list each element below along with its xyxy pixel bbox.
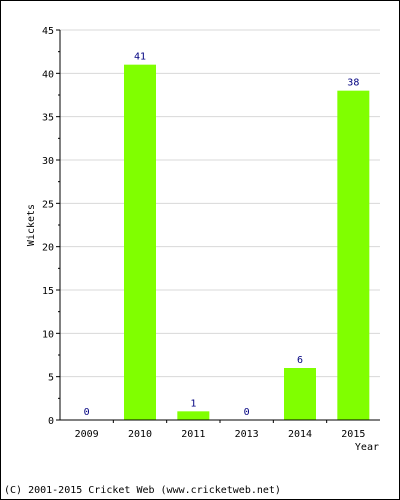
data-label-2014: 6	[297, 355, 303, 366]
y-tick-label: 25	[42, 199, 54, 210]
y-tick-label: 40	[42, 69, 54, 80]
bar-2010	[124, 64, 156, 421]
y-axis-label: Wickets	[26, 204, 37, 246]
data-label-2009: 0	[84, 407, 90, 418]
data-label-2010: 41	[134, 52, 146, 63]
x-tick-label: 2010	[128, 429, 152, 440]
data-label-2011: 1	[190, 398, 196, 409]
data-label-2015: 38	[347, 78, 359, 89]
x-tick-label: 2011	[181, 429, 205, 440]
axes	[56, 29, 380, 423]
y-tick-label: 30	[42, 156, 54, 167]
y-tick-label: 0	[48, 416, 54, 427]
x-tick-label: 2014	[288, 429, 312, 440]
gridlines	[60, 29, 380, 378]
data-label-2013: 0	[244, 407, 250, 418]
x-tick-labels: 2009 2010 2011 2013 2014 2015	[75, 429, 366, 440]
data-labels: 0 41 1 0 6 38	[84, 52, 360, 418]
y-tick-labels: 0 5 10 15 20 25 30 35 40 45	[42, 26, 54, 427]
bars	[124, 64, 370, 421]
x-tick-label: 2015	[341, 429, 365, 440]
bar-2011	[177, 411, 210, 420]
y-tick-label: 20	[42, 243, 54, 254]
y-tick-label: 5	[48, 373, 54, 384]
x-tick-label: 2013	[235, 429, 259, 440]
y-tick-label: 10	[42, 329, 54, 340]
y-tick-label: 45	[42, 26, 54, 37]
y-tick-label: 15	[42, 286, 54, 297]
bar-2014	[284, 368, 316, 420]
y-tick-label: 35	[42, 113, 54, 124]
x-axis-label: Year	[355, 442, 379, 453]
copyright-footer: (C) 2001-2015 Cricket Web (www.cricketwe…	[4, 485, 281, 496]
bar-2015	[337, 90, 370, 421]
x-tick-label: 2009	[75, 429, 99, 440]
